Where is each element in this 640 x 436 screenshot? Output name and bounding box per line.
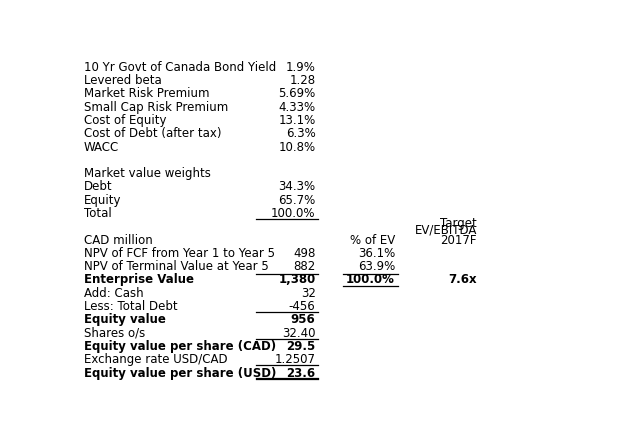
Text: Levered beta: Levered beta xyxy=(84,74,162,87)
Text: Equity value per share (CAD): Equity value per share (CAD) xyxy=(84,340,276,353)
Text: -456: -456 xyxy=(289,300,316,313)
Text: 1.28: 1.28 xyxy=(289,74,316,87)
Text: EV/EBITDA: EV/EBITDA xyxy=(415,224,477,237)
Text: Add: Cash: Add: Cash xyxy=(84,287,143,300)
Text: Debt: Debt xyxy=(84,181,113,194)
Text: Target: Target xyxy=(440,217,477,230)
Text: 100.0%: 100.0% xyxy=(346,273,395,286)
Text: 32: 32 xyxy=(301,287,316,300)
Text: 2017F: 2017F xyxy=(440,234,477,247)
Text: 32.40: 32.40 xyxy=(282,327,316,340)
Text: Equity: Equity xyxy=(84,194,122,207)
Text: 882: 882 xyxy=(293,260,316,273)
Text: 1,380: 1,380 xyxy=(278,273,316,286)
Text: Less: Total Debt: Less: Total Debt xyxy=(84,300,177,313)
Text: 10 Yr Govt of Canada Bond Yield: 10 Yr Govt of Canada Bond Yield xyxy=(84,61,276,74)
Text: NPV of Terminal Value at Year 5: NPV of Terminal Value at Year 5 xyxy=(84,260,269,273)
Text: Equity value per share (USD): Equity value per share (USD) xyxy=(84,367,276,379)
Text: WACC: WACC xyxy=(84,140,119,153)
Text: 63.9%: 63.9% xyxy=(358,260,395,273)
Text: Cost of Debt (after tax): Cost of Debt (after tax) xyxy=(84,127,221,140)
Text: Shares o/s: Shares o/s xyxy=(84,327,145,340)
Text: 10.8%: 10.8% xyxy=(278,140,316,153)
Text: Market value weights: Market value weights xyxy=(84,167,211,180)
Text: Enterprise Value: Enterprise Value xyxy=(84,273,194,286)
Text: 34.3%: 34.3% xyxy=(278,181,316,194)
Text: 956: 956 xyxy=(291,313,316,327)
Text: 29.5: 29.5 xyxy=(286,340,316,353)
Text: 36.1%: 36.1% xyxy=(358,247,395,260)
Text: 13.1%: 13.1% xyxy=(278,114,316,127)
Text: Small Cap Risk Premium: Small Cap Risk Premium xyxy=(84,101,228,114)
Text: 1.2507: 1.2507 xyxy=(275,353,316,366)
Text: 7.6x: 7.6x xyxy=(448,273,477,286)
Text: Exchange rate USD/CAD: Exchange rate USD/CAD xyxy=(84,353,228,366)
Text: Equity value: Equity value xyxy=(84,313,166,327)
Text: 1.9%: 1.9% xyxy=(285,61,316,74)
Text: 5.69%: 5.69% xyxy=(278,88,316,100)
Text: 100.0%: 100.0% xyxy=(271,207,316,220)
Text: 4.33%: 4.33% xyxy=(278,101,316,114)
Text: 6.3%: 6.3% xyxy=(286,127,316,140)
Text: 23.6: 23.6 xyxy=(287,367,316,379)
Text: 65.7%: 65.7% xyxy=(278,194,316,207)
Text: NPV of FCF from Year 1 to Year 5: NPV of FCF from Year 1 to Year 5 xyxy=(84,247,275,260)
Text: % of EV: % of EV xyxy=(349,234,395,247)
Text: Cost of Equity: Cost of Equity xyxy=(84,114,166,127)
Text: CAD million: CAD million xyxy=(84,234,153,247)
Text: Market Risk Premium: Market Risk Premium xyxy=(84,88,209,100)
Text: Total: Total xyxy=(84,207,112,220)
Text: 498: 498 xyxy=(293,247,316,260)
